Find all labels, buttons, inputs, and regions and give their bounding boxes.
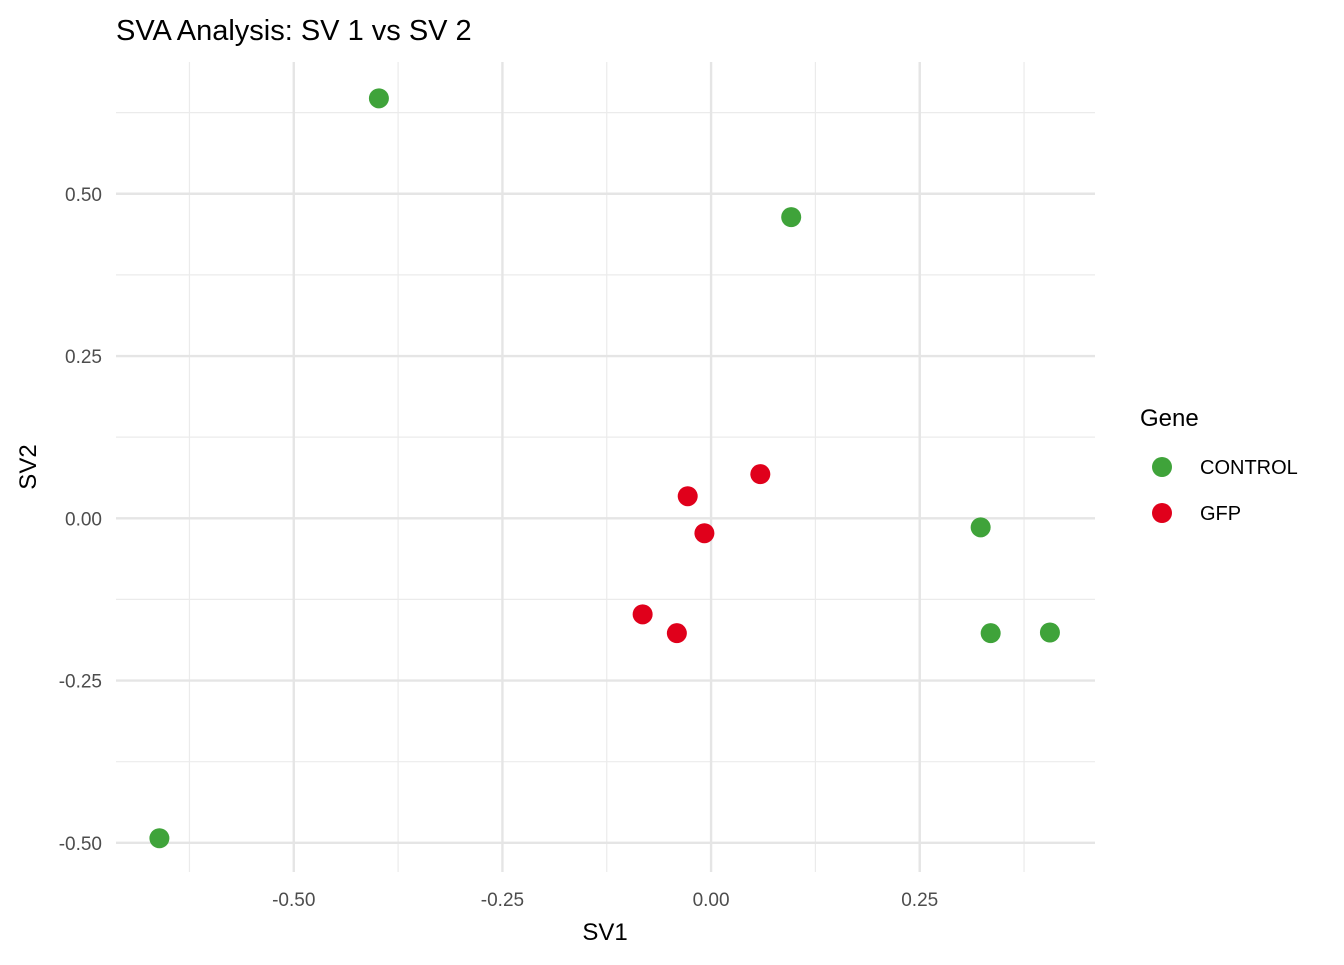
y-tick-label: 0.50	[65, 185, 102, 206]
legend: Gene CONTROL GFP	[1140, 405, 1298, 525]
x-tick-label: -0.50	[272, 890, 315, 911]
point-control	[1039, 622, 1060, 643]
point-gfp	[694, 523, 715, 544]
data-points	[149, 88, 1060, 849]
x-tick-label: -0.25	[481, 890, 524, 911]
legend-label-control: CONTROL	[1200, 457, 1298, 479]
point-gfp	[632, 604, 653, 625]
chart-title: SVA Analysis: SV 1 vs SV 2	[116, 15, 472, 47]
y-tick-label: 0.00	[65, 509, 102, 530]
y-axis-label: SV2	[15, 444, 42, 489]
point-gfp	[677, 486, 698, 507]
point-control	[149, 828, 170, 849]
point-control	[781, 207, 802, 228]
major-gridlines	[116, 62, 1095, 872]
point-control	[980, 623, 1001, 644]
x-axis-label: SV1	[582, 919, 627, 946]
x-tick-label: 0.00	[693, 890, 730, 911]
y-tick-label: -0.50	[59, 834, 102, 855]
x-tick-label: 0.25	[901, 890, 938, 911]
legend-key-control	[1152, 457, 1172, 477]
y-tick-labels: -0.50 -0.25 0.00 0.25 0.50	[59, 185, 102, 855]
point-control	[368, 88, 389, 109]
minor-gridlines	[116, 62, 1095, 872]
point-gfp	[750, 464, 771, 485]
y-tick-label: -0.25	[59, 672, 102, 693]
point-control	[970, 517, 991, 538]
y-tick-label: 0.25	[65, 347, 102, 368]
legend-key-gfp	[1152, 503, 1172, 523]
x-tick-labels: -0.50 -0.25 0.00 0.25	[272, 890, 938, 911]
point-gfp	[666, 623, 687, 644]
legend-label-gfp: GFP	[1200, 503, 1241, 525]
legend-title: Gene	[1140, 405, 1199, 432]
